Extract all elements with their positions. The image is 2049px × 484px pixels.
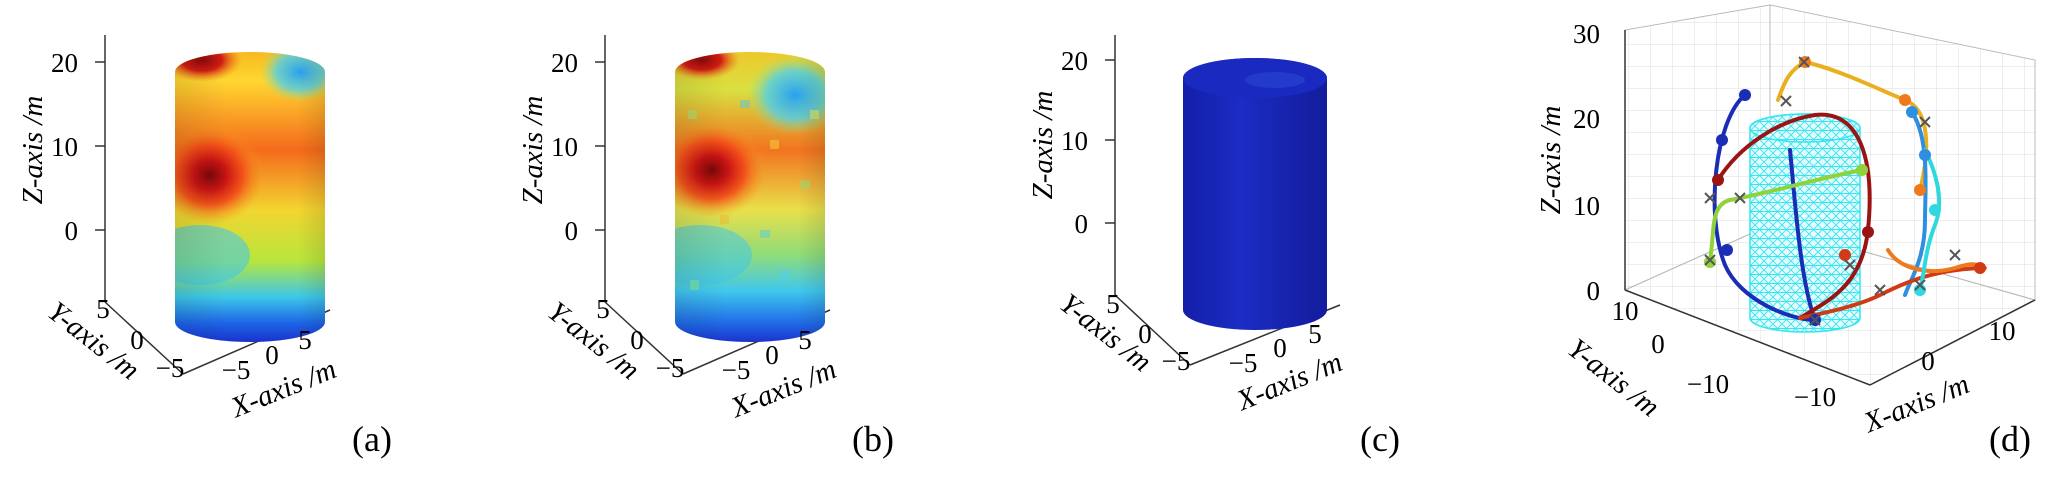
panel-a-axes (95, 35, 331, 375)
y-tick-neg5: −5 (1162, 346, 1191, 376)
z-tick-0: 0 (1075, 209, 1089, 239)
panel-d-axes (1624, 30, 2036, 386)
panel-a-y-ticks: 5 0 −5 (96, 294, 184, 383)
panel-d: 0 10 20 30 10 0 −10 −10 0 10 Z-axis /m Y… (1535, 4, 2037, 459)
trajectory-1-marker (1739, 89, 1751, 101)
trajectory-6-marker (1839, 249, 1851, 261)
panel-c-label: (c) (1360, 419, 1400, 459)
x-tick-neg5: −5 (1229, 348, 1258, 378)
y-tick-neg5: −5 (156, 353, 185, 383)
x-tick-0: 0 (765, 340, 779, 370)
trajectory-1 (1712, 93, 1818, 323)
panel-b-x-ticks: −5 0 5 (722, 325, 812, 385)
x-tick-0: 0 (1921, 346, 1935, 376)
z-tick-10: 10 (1573, 191, 1600, 221)
panel-b-z-ticks: 0 10 20 (551, 48, 578, 246)
trajectory-4-marker (1862, 226, 1874, 238)
z-tick-20: 20 (1573, 104, 1600, 134)
y-tick-neg10: −10 (1687, 369, 1729, 399)
trajectory-2-marker (1899, 94, 1911, 106)
x-tick-neg5: −5 (222, 355, 251, 385)
trajectory-2-marker (1914, 184, 1926, 196)
panel-a: 0 10 20 5 0 −5 −5 0 5 Z-axis /m Y-axis /… (17, 35, 392, 459)
panel-a-cylinder (175, 52, 325, 342)
trajectory-4 (1716, 112, 1872, 320)
trajectory-8-marker (1929, 204, 1941, 216)
panel-c: 0 10 20 5 0 −5 −5 0 5 Z-axis /m Y-axis /… (1027, 35, 1400, 459)
panel-d-cross-markers (1704, 56, 1961, 326)
panel-d-trajectories (1708, 59, 1987, 323)
trajectory-3-marker (1906, 106, 1918, 118)
z-tick-0: 0 (65, 216, 79, 246)
x-tick-0: 0 (1273, 333, 1287, 363)
trajectory-6-marker (1974, 262, 1986, 274)
panel-b-noise (688, 100, 819, 290)
panel-d-x-ticks: −10 0 10 (1794, 316, 2016, 412)
z-tick-20: 20 (51, 48, 78, 78)
panel-c-z-label: Z-axis /m (1027, 91, 1059, 200)
z-tick-0: 0 (565, 216, 579, 246)
z-tick-0: 0 (1587, 276, 1601, 306)
panel-c-z-ticks: 0 10 20 (1061, 46, 1088, 239)
trajectory-8 (1918, 148, 1942, 292)
trajectory-5-marker (1856, 164, 1868, 176)
y-tick-5: 5 (1106, 289, 1120, 319)
panel-a-z-ticks: 0 10 20 (51, 48, 78, 246)
trajectory-4-marker (1712, 174, 1724, 186)
panel-d-z-label: Z-axis /m (1535, 106, 1567, 215)
panel-c-cylinder (1183, 58, 1327, 330)
y-tick-5: 5 (96, 294, 110, 324)
z-tick-10: 10 (1061, 126, 1088, 156)
z-tick-20: 20 (551, 48, 578, 78)
y-tick-0: 0 (630, 325, 644, 355)
y-tick-0: 0 (1138, 319, 1152, 349)
y-tick-neg5: −5 (656, 353, 685, 383)
panel-b: 0 10 20 5 0 −5 −5 0 5 Z-axis /m Y-axis /… (517, 35, 894, 459)
trajectory-5 (1708, 168, 1864, 262)
panel-b-cylinder (675, 52, 825, 342)
z-tick-20: 20 (1061, 46, 1088, 76)
panel-d-y-ticks: 10 0 −10 (1612, 296, 1730, 399)
x-tick-5: 5 (1308, 319, 1322, 349)
y-tick-5: 5 (596, 294, 610, 324)
trajectory-1-marker (1721, 244, 1733, 256)
y-tick-10: 10 (1612, 296, 1639, 326)
trajectory-3 (1903, 110, 1928, 297)
panel-d-z-ticks: 0 10 20 30 (1573, 19, 1600, 306)
x-tick-neg10: −10 (1794, 382, 1836, 412)
trajectory-3-marker (1919, 149, 1931, 161)
panel-b-y-ticks: 5 0 −5 (596, 294, 684, 383)
panel-d-label: (d) (1989, 419, 2031, 459)
panel-a-z-label: Z-axis /m (17, 96, 49, 205)
panel-a-label: (a) (352, 419, 392, 459)
z-tick-30: 30 (1573, 19, 1600, 49)
panel-b-z-label: Z-axis /m (517, 96, 549, 205)
y-tick-0: 0 (130, 325, 144, 355)
x-tick-neg5: −5 (722, 355, 751, 385)
panel-b-label: (b) (852, 419, 894, 459)
panel-d-y-label: Y-axis /m (1562, 332, 1666, 423)
x-tick-5: 5 (298, 325, 312, 355)
trajectory-2 (1776, 59, 1929, 192)
x-tick-0: 0 (265, 340, 279, 370)
panel-c-y-ticks: 5 0 −5 (1106, 289, 1190, 376)
x-tick-10: 10 (1989, 316, 2016, 346)
panel-d-mesh-cylinder (1749, 113, 1861, 333)
panel-a-x-ticks: −5 0 5 (222, 325, 312, 385)
z-tick-10: 10 (551, 132, 578, 162)
panel-c-x-ticks: −5 0 5 (1229, 319, 1322, 378)
trajectory-5-marker (1704, 256, 1716, 268)
y-tick-0: 0 (1651, 329, 1665, 359)
x-tick-5: 5 (798, 325, 812, 355)
z-tick-10: 10 (51, 132, 78, 162)
trajectory-1-marker (1716, 134, 1728, 146)
